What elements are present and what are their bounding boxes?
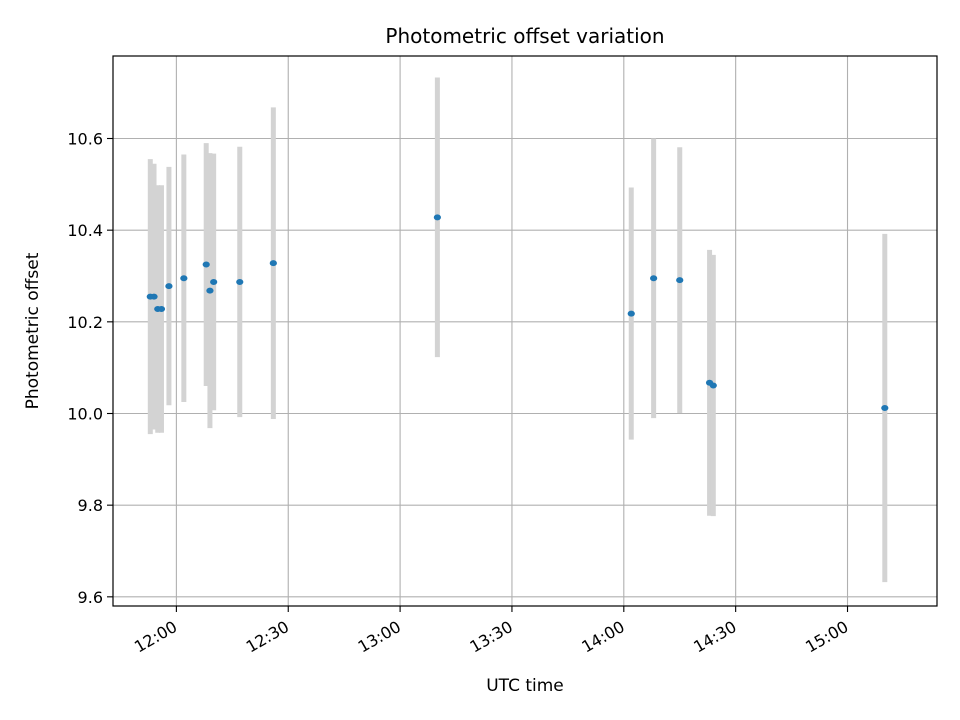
data-points xyxy=(146,214,889,411)
data-point xyxy=(150,293,158,300)
data-point xyxy=(210,278,218,285)
plot-frame xyxy=(112,55,938,607)
y-tick-label: 10.0 xyxy=(67,405,103,424)
data-point xyxy=(202,261,210,268)
data-point xyxy=(165,283,173,290)
grid xyxy=(113,56,937,606)
data-point xyxy=(206,287,214,294)
y-tick-label: 9.8 xyxy=(78,496,103,515)
y-tick-label: 10.2 xyxy=(67,313,103,332)
y-tick-label: 10.4 xyxy=(67,221,103,240)
data-point xyxy=(269,260,277,267)
data-point xyxy=(180,275,188,282)
data-point xyxy=(433,214,441,221)
y-tick-label: 10.6 xyxy=(67,130,103,149)
y-axis-label: Photometric offset xyxy=(23,252,43,409)
data-point xyxy=(157,306,166,312)
data-point xyxy=(650,275,658,282)
y-axis-ticks: 9.6 9.8 10.0 10.2 10.4 10.6 xyxy=(67,130,113,607)
data-point xyxy=(709,382,717,389)
data-point xyxy=(236,278,244,285)
data-point xyxy=(881,405,889,411)
data-point xyxy=(676,277,684,284)
x-axis-label: UTC time xyxy=(486,676,564,696)
y-tick-label: 9.6 xyxy=(78,588,103,607)
chart-title: Photometric offset variation xyxy=(385,24,664,48)
data-point xyxy=(627,310,635,317)
